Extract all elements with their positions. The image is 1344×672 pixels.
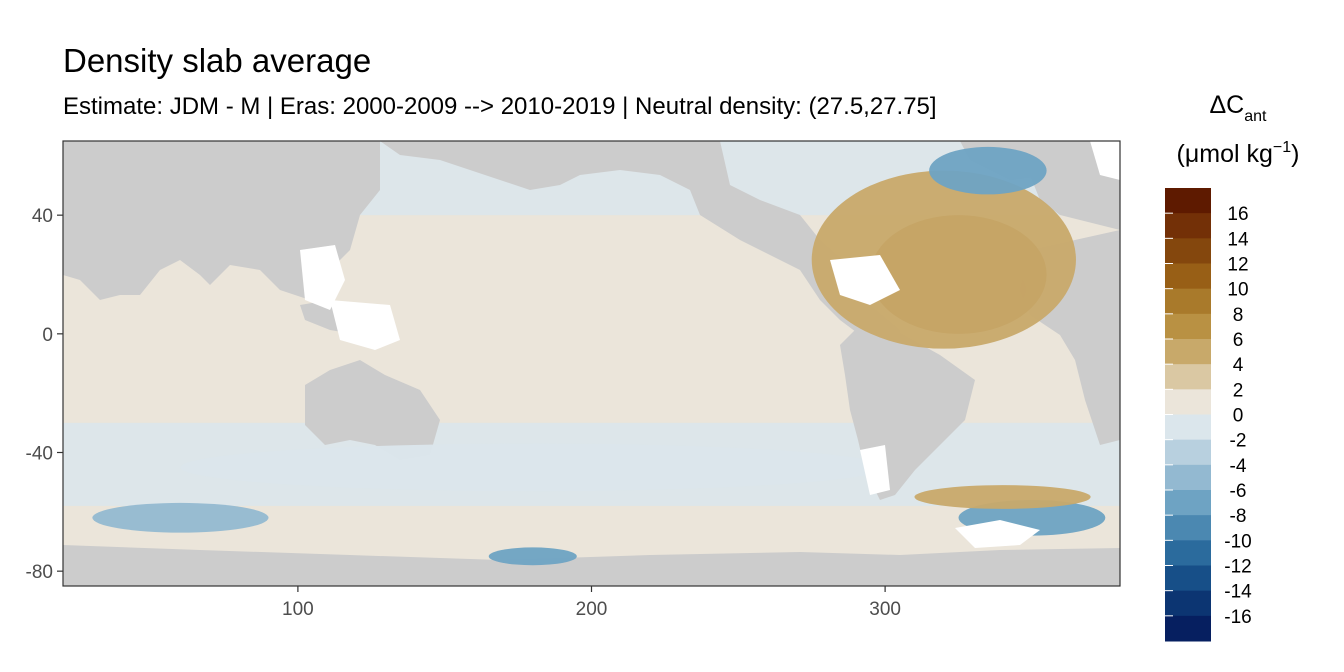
- field-feature-6: [488, 547, 577, 566]
- legend: ΔCant (μmol kg−1) 16 14 12 10 8 6 4 2 0 -2 -4 -6 -8 -…: [1165, 91, 1299, 642]
- legend-swatch-13: [1165, 515, 1211, 541]
- chart-title: Density slab average: [63, 42, 372, 79]
- legend-swatch-10: [1165, 439, 1211, 466]
- legend-label-6: 4: [1233, 355, 1244, 376]
- legend-label-0: 16: [1227, 204, 1248, 225]
- missing-data-layer: [300, 141, 1120, 548]
- legend-label-10: -4: [1230, 456, 1247, 477]
- land-antarctica: [63, 545, 1120, 586]
- y-tick-label-2: -40: [26, 444, 53, 465]
- legend-labels: 16 14 12 10 8 6 4 2 0 -2 -4 -6 -8 -10 -12 -14 -16: [1165, 204, 1252, 628]
- legend-swatch-12: [1165, 490, 1211, 516]
- x-tick-label-2: 300: [869, 599, 901, 620]
- legend-swatch-6: [1165, 339, 1211, 365]
- missing-patch-gulf: [830, 255, 900, 305]
- x-tick-label-0: 100: [282, 599, 314, 620]
- legend-swatch-16: [1165, 590, 1211, 617]
- missing-patch-east-asia: [300, 245, 345, 310]
- field-feature-8: [914, 485, 1091, 509]
- legend-swatch-9: [1165, 414, 1211, 441]
- land-north-america: [380, 141, 905, 360]
- legend-swatch-14: [1165, 540, 1211, 566]
- legend-label-5: 6: [1233, 330, 1244, 351]
- legend-label-1: 14: [1227, 229, 1249, 250]
- legend-swatch-7: [1165, 364, 1211, 390]
- legend-unit-prefix: (μmol kg: [1177, 140, 1273, 168]
- y-tick-label-1: 0: [42, 325, 53, 346]
- legend-swatches: [1165, 188, 1211, 642]
- field-feature-layer: [92, 146, 1106, 566]
- legend-label-3: 10: [1227, 280, 1248, 301]
- legend-title-sub: ant: [1244, 108, 1267, 125]
- field-feature-7: [180, 443, 886, 492]
- legend-swatch-3: [1165, 263, 1211, 290]
- missing-patch-arctic: [1090, 141, 1120, 180]
- y-tick-label-3: -80: [26, 562, 53, 583]
- legend-label-11: -6: [1230, 481, 1247, 502]
- legend-swatch-4: [1165, 288, 1211, 315]
- legend-label-9: -2: [1230, 431, 1247, 452]
- map-panel: [62, 140, 1121, 587]
- legend-swatch-15: [1165, 565, 1211, 592]
- missing-patch-argentina: [860, 445, 890, 495]
- legend-label-13: -10: [1224, 531, 1251, 552]
- legend-swatch-11: [1165, 464, 1211, 491]
- land-asia: [63, 141, 380, 300]
- legend-swatch-0: [1165, 188, 1211, 214]
- legend-unit: (μmol kg−1): [1177, 139, 1300, 168]
- missing-patch-indonesia: [330, 300, 400, 350]
- chart-subtitle: Estimate: JDM - M | Eras: 2000-2009 --> …: [63, 93, 937, 120]
- legend-label-12: -8: [1230, 506, 1247, 527]
- y-axis: 40 0 -40 -80: [26, 206, 63, 583]
- legend-label-15: -14: [1224, 582, 1252, 603]
- legend-label-8: 0: [1233, 406, 1244, 427]
- legend-label-4: 8: [1233, 305, 1244, 326]
- x-tick-label-1: 200: [576, 599, 608, 620]
- legend-title-main: ΔC: [1209, 91, 1244, 119]
- legend-label-14: -12: [1224, 557, 1251, 578]
- missing-patch-weddell: [955, 520, 1040, 548]
- land-australia: [305, 360, 440, 460]
- field-feature-2: [811, 170, 1076, 349]
- field-feature-3: [929, 146, 1047, 195]
- field-feature-5: [92, 502, 269, 533]
- legend-unit-suffix: ): [1291, 140, 1299, 168]
- legend-swatch-2: [1165, 238, 1211, 264]
- x-axis: 100 200 300: [282, 586, 901, 620]
- legend-swatch-5: [1165, 313, 1211, 340]
- legend-swatch-1: [1165, 213, 1211, 239]
- legend-label-2: 12: [1227, 255, 1248, 276]
- legend-label-16: -16: [1224, 607, 1251, 628]
- y-tick-label-0: 40: [32, 206, 53, 227]
- legend-swatch-17: [1165, 615, 1211, 642]
- legend-unit-sup: −1: [1273, 139, 1291, 156]
- legend-swatch-8: [1165, 389, 1211, 415]
- legend-label-7: 2: [1233, 380, 1244, 401]
- legend-title: ΔCant: [1209, 91, 1267, 125]
